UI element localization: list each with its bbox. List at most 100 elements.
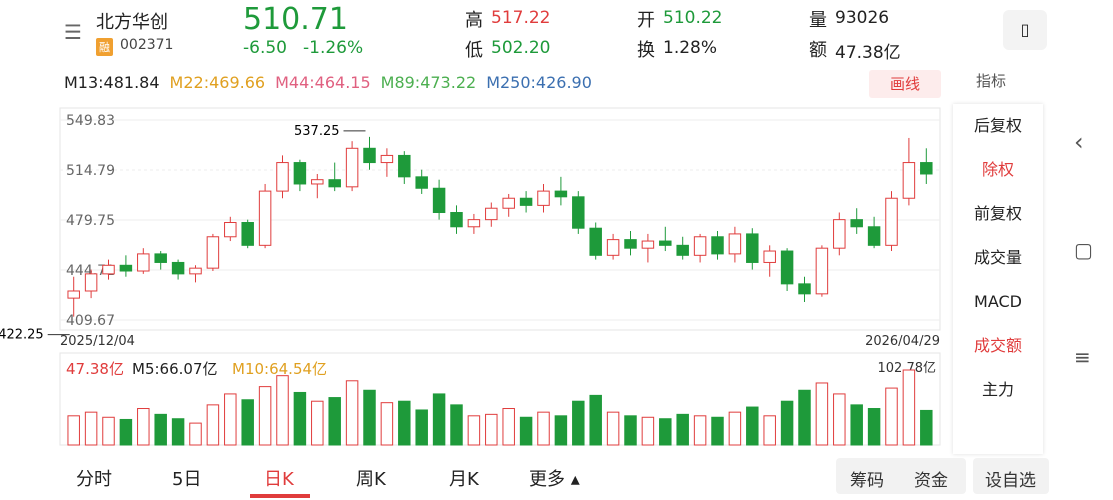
recent-icon[interactable]: ≡ [1074,345,1091,369]
stat-key: 换 [637,40,655,61]
menu-item[interactable]: 后复权 [973,116,1022,135]
menu-item[interactable]: 主力 [981,380,1014,399]
volume-bar [189,422,202,446]
draw-button[interactable]: 画线 [869,70,941,98]
volume-bar [328,397,341,446]
menu-icon[interactable]: ☰ [64,20,82,44]
candle-body [450,212,463,228]
volume-bar [885,387,898,446]
ma-label: M89:473.22 [380,73,477,92]
menu-item[interactable]: MACD [974,292,1022,311]
tab[interactable]: 分时 [76,469,112,490]
candle-body [659,240,672,246]
volume-bar [798,389,811,446]
ma-labels: M13:481.84 M22:469.66 M44:464.15 M89:473.22… [64,73,602,92]
candle-body [241,221,254,246]
volume-frame [59,352,941,446]
candle-body [885,197,898,246]
pct: -1.26% [303,38,364,58]
stat-value: 93026 [835,8,890,28]
badge: 融 [96,38,113,56]
candle-body [206,236,220,269]
volume-bar [693,415,707,446]
volume-bar [241,399,254,446]
volume-bar [102,416,115,446]
candle-body [711,236,724,255]
tab-underline [250,494,310,498]
volume-bar [519,416,533,446]
ma-label: M13:481.84 [64,73,160,92]
volume-bar [137,408,150,446]
tab[interactable]: 5日 [172,469,202,490]
candle-body [815,247,829,295]
volume-bar [171,418,185,446]
volume-bar [867,408,881,446]
ma-label: M250:426.90 [486,73,592,92]
stock-code: 002371 [120,37,174,53]
volume-bar [676,413,689,446]
candle-body [328,179,341,188]
home-icon[interactable]: ▢ [1074,238,1093,262]
back-icon[interactable]: ‹ [1074,128,1084,156]
volume-bar [293,391,307,446]
volume-bar [606,411,620,446]
candle-body [276,162,289,192]
y-tick-label: 514.79 [66,163,115,179]
volume-bar [902,369,916,446]
stat-value: 510.22 [663,8,723,28]
tab[interactable]: 更多 ▴ [529,469,580,490]
candle-body [415,176,428,189]
candle-body [502,197,515,209]
volume-bar [780,400,794,446]
bottom-button[interactable]: 筹码 [850,471,884,491]
price: 510.71 [243,2,348,37]
candle-body [624,239,637,249]
candle-body [902,162,916,199]
candle-body [572,196,585,229]
candle-body [780,250,794,285]
volume-bar [398,400,411,446]
volume-bar [119,418,133,446]
tab[interactable]: 日K [264,469,294,490]
stat-key: 高 [465,10,483,31]
volume-bar [467,415,481,446]
candle-body [554,190,568,198]
volume-bar [746,406,759,446]
candle-body [728,233,742,255]
volume-bar [572,400,585,446]
volume-bar [432,393,446,446]
volume-bar [380,402,394,446]
candle-body [67,290,80,299]
chart-frame [59,107,941,331]
candle-body [467,219,481,228]
volume-bar [624,415,637,446]
menu-item[interactable]: 成交量 [973,248,1022,267]
menu-item[interactable]: 除权 [981,160,1014,179]
volume-bar [502,408,515,446]
low-label: 422.25 [0,328,44,343]
stat-key: 量 [809,10,827,31]
volume-bar [763,415,776,446]
volume-bar [815,382,829,446]
indicator-button[interactable]: 指标 [976,72,1007,90]
device-button[interactable]: ▯ [1003,10,1047,50]
tab[interactable]: 周K [356,469,386,490]
volume-bar [363,389,376,446]
tab[interactable]: 月K [449,469,479,490]
button-bg [973,458,1049,494]
candle-body [850,219,863,228]
volume-bar [485,413,498,446]
volume-bar [206,404,220,446]
volume-bar [258,386,272,446]
bottom-button[interactable]: 设自选 [985,471,1036,491]
volume-bar [224,393,237,446]
candle-body [432,187,446,214]
y-tick-label: 549.83 [66,113,115,129]
candle-body [84,273,98,292]
bottom-button[interactable]: 资金 [914,471,948,491]
menu-item[interactable]: 前复权 [973,204,1022,223]
candle-body [189,267,202,275]
volume-bar [311,400,324,446]
date-label: 2026/04/29 [865,334,940,349]
menu-item[interactable]: 成交额 [973,336,1022,355]
